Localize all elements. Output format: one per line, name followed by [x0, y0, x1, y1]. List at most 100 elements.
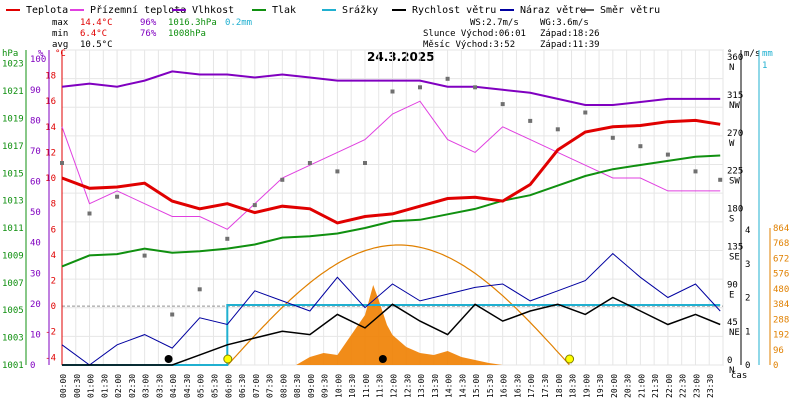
radiation-area — [296, 285, 503, 365]
x-tick-label: 12:00 — [390, 374, 399, 398]
legend-swatch — [6, 9, 20, 11]
hpa-tick-label: 1009 — [2, 251, 24, 261]
dir-tick-value: 315 — [727, 91, 743, 101]
x-tick-label: 06:00 — [224, 374, 233, 398]
x-tick-label: 17:00 — [527, 374, 536, 398]
legend-swatch — [252, 9, 266, 11]
ms-tick-label: 4 — [745, 226, 750, 236]
x-tick-label: 17:30 — [541, 374, 550, 398]
wind-direction-point — [307, 161, 312, 165]
hpa-tick-label: 1019 — [2, 114, 24, 124]
pct-tick-label: 30 — [30, 269, 41, 279]
celsius-tick-label: 6 — [51, 225, 56, 235]
hpa-tick-label: 1005 — [2, 306, 24, 316]
dir-tick-name: N — [729, 63, 734, 73]
pct-tick-label: 100 — [30, 55, 46, 65]
chart-title: 24.3.2025 — [367, 50, 435, 64]
radiation-tick-label: 192 — [773, 331, 789, 341]
legend-swatch — [172, 9, 186, 11]
radiation-tick-label: 288 — [773, 315, 789, 325]
x-tick-label: 12:30 — [403, 374, 412, 398]
x-axis-label: čas — [731, 370, 747, 381]
hpa-tick-label: 1001 — [2, 361, 24, 371]
x-tick-label: 21:00 — [637, 374, 646, 398]
legend-item-4: Srážky — [322, 3, 378, 17]
celsius-tick-label: 8 — [51, 200, 56, 210]
x-tick-label: 22:00 — [665, 374, 674, 398]
x-tick-label: 10:30 — [348, 374, 357, 398]
x-tick-label: 15:00 — [472, 374, 481, 398]
wind-direction-point — [225, 236, 230, 241]
stat-avg-label: avg — [52, 40, 69, 50]
x-tick-label: 10:00 — [334, 374, 343, 398]
pct-tick-label: 70 — [30, 147, 41, 157]
x-tick-label: 02:00 — [114, 374, 123, 398]
wind-direction-point — [610, 135, 615, 140]
moonset-icon — [378, 355, 387, 363]
wind-direction-point — [60, 161, 64, 165]
wind-direction-point — [390, 89, 395, 94]
radiation-tick-label: 672 — [773, 254, 789, 264]
dir-tick-value: 135 — [727, 242, 743, 252]
wind-direction-point — [718, 177, 723, 182]
wind-direction-point — [197, 287, 202, 292]
hpa-tick-label: 1023 — [2, 60, 24, 70]
stat-min-temp: 6.4°C — [80, 29, 108, 39]
pct-tick-label: 80 — [30, 116, 41, 126]
pct-tick-label: 40 — [30, 239, 41, 249]
celsius-tick-label: 14 — [45, 123, 56, 133]
stat-max-temp: 14.4°C — [80, 18, 113, 28]
celsius-axis-label: °C — [55, 49, 66, 59]
stat-max-hum: 96% — [140, 18, 157, 28]
x-tick-label: 07:00 — [252, 374, 261, 398]
celsius-tick-label: 18 — [45, 72, 56, 82]
dir-tick-value: 45 — [727, 318, 738, 328]
legend-swatch — [392, 9, 406, 11]
legend-swatch — [322, 9, 336, 11]
x-tick-label: 05:00 — [197, 374, 206, 398]
x-tick-label: 07:30 — [266, 374, 275, 398]
x-tick-label: 05:30 — [210, 374, 219, 398]
stat-ws: WS:2.7m/s — [470, 18, 519, 28]
wind-direction-point — [693, 169, 698, 174]
ground-temperature-line — [61, 100, 721, 230]
stat-min-label: min — [52, 29, 69, 39]
radiation-tick-label: 480 — [773, 285, 789, 295]
ms-tick-label: 1 — [745, 327, 750, 337]
stat-sun-set: Západ:18:26 — [540, 29, 600, 39]
x-tick-label: 01:30 — [100, 374, 109, 398]
pct-tick-label: 90 — [30, 86, 41, 96]
pct-tick-label: 0 — [30, 361, 35, 371]
wind-direction-point — [418, 85, 422, 90]
stat-sun: Slunce Východ:06:01 — [423, 29, 526, 39]
dir-tick-value: 180 — [727, 205, 743, 215]
x-tick-label: 08:30 — [293, 374, 302, 398]
legend-item-0: Teplota — [6, 3, 68, 17]
radiation-tick-label: 384 — [773, 300, 789, 310]
sunset-icon — [565, 354, 575, 364]
celsius-tick-label: 10 — [45, 174, 56, 184]
x-tick-label: 09:00 — [307, 374, 316, 398]
wind-direction-point — [665, 152, 670, 157]
celsius-tick-label: 2 — [51, 276, 56, 286]
wind-direction-point — [445, 76, 450, 81]
legend-item-6: Náraz větru — [500, 3, 586, 17]
legend-label: Srážky — [342, 4, 379, 16]
x-tick-label: 11:30 — [376, 374, 385, 398]
radiation-tick-label: 576 — [773, 270, 789, 280]
hpa-tick-label: 1003 — [2, 334, 24, 344]
celsius-tick-label: 12 — [45, 148, 56, 158]
legend-label: Směr větru — [600, 4, 661, 16]
wind-direction-point — [87, 211, 92, 216]
x-tick-label: 16:00 — [500, 374, 509, 398]
wind-direction-point — [500, 102, 505, 107]
x-tick-label: 04:30 — [183, 374, 192, 398]
wind-direction-point — [170, 312, 175, 317]
legend-label: Přízemní teplota — [90, 4, 187, 16]
legend-item-7: Směr větru — [580, 3, 660, 17]
dir-axis-label: ° — [727, 49, 732, 59]
celsius-tick-label: -4 — [45, 353, 56, 363]
x-tick-label: 21:30 — [651, 374, 660, 398]
legend-item-3: Tlak — [252, 3, 296, 17]
